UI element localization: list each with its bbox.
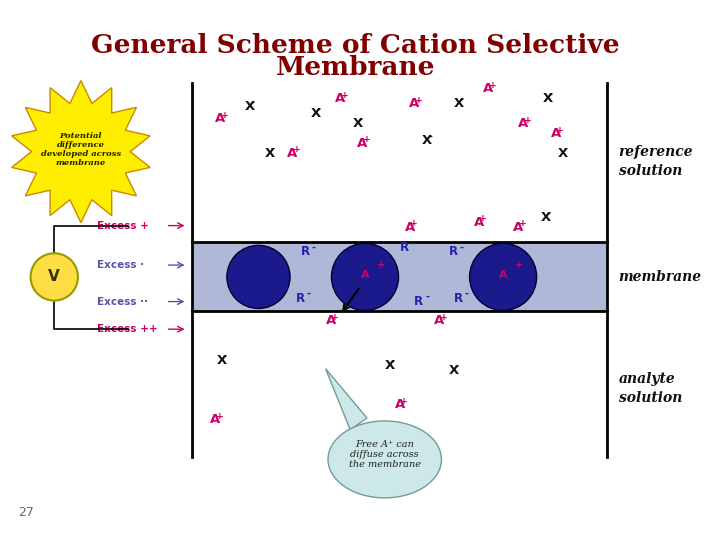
Text: X: X [354,117,364,130]
Text: -: - [410,238,415,248]
Text: R: R [454,292,463,305]
Text: +: + [557,126,564,134]
Text: -: - [251,99,254,108]
Text: -: - [223,353,227,361]
Text: X: X [245,100,255,113]
Text: Excess ·: Excess · [96,260,144,270]
Text: +: + [331,313,339,322]
Text: -: - [459,96,464,105]
Text: Potential
difference
developed across
membrane: Potential difference developed across me… [41,132,121,167]
Polygon shape [12,80,150,222]
Text: X: X [449,363,459,376]
Circle shape [469,244,536,310]
Text: +: + [523,116,531,125]
Text: -: - [307,289,311,299]
Text: A: A [357,137,367,150]
Text: A: A [287,146,297,159]
Text: +: + [363,136,371,145]
Text: +: + [489,81,497,90]
Text: X: X [543,92,553,105]
Text: +: + [400,397,408,406]
Text: membrane: membrane [618,270,702,284]
Text: A: A [434,314,444,327]
Polygon shape [325,369,367,430]
Text: -: - [464,289,469,299]
Text: -: - [317,106,320,115]
Text: Free A⁺ can
diffuse across
the membrane: Free A⁺ can diffuse across the membrane [348,440,420,469]
Text: -: - [459,242,464,252]
Circle shape [331,244,399,310]
Text: X: X [217,354,228,367]
Text: A: A [325,314,336,327]
Text: X: X [422,134,433,147]
Circle shape [30,253,78,301]
Text: -: - [549,91,552,100]
Text: -: - [563,145,567,154]
Text: R: R [301,245,310,258]
Text: R: R [296,292,305,305]
Text: X: X [384,359,395,372]
Text: +: + [410,219,418,228]
Text: General Scheme of Cation Selective: General Scheme of Cation Selective [91,33,619,58]
Text: A: A [395,398,405,411]
Text: A: A [499,270,508,280]
Text: A: A [215,112,225,125]
Text: +: + [293,145,301,154]
Text: -: - [390,357,395,367]
Text: X: X [541,211,551,224]
Text: +: + [515,260,523,270]
Text: +: + [216,411,224,421]
Text: R: R [414,294,423,307]
Text: A: A [410,97,420,110]
Text: +: + [519,219,526,228]
Text: A: A [474,215,484,228]
Text: -: - [546,210,550,219]
Text: -: - [359,116,363,125]
Text: R: R [449,245,458,258]
Text: X: X [264,146,274,159]
Text: Excess +: Excess + [96,221,148,231]
Text: -: - [312,242,316,252]
Text: X: X [454,97,464,110]
Text: V: V [48,269,60,285]
Text: A: A [551,127,561,140]
Text: R: R [400,241,409,254]
Text: A: A [513,220,523,233]
Text: A: A [361,270,369,280]
Text: -: - [426,292,429,302]
Ellipse shape [328,421,441,498]
Text: +: + [221,111,229,120]
Text: X: X [311,107,321,120]
Text: A: A [405,220,415,233]
Text: +: + [377,260,385,270]
Text: +: + [480,214,487,224]
Text: +: + [341,91,349,100]
Text: +: + [440,313,448,322]
Text: A: A [483,83,494,96]
Text: analyte
solution: analyte solution [618,372,682,404]
Text: -: - [454,362,459,372]
Text: +: + [415,96,423,105]
Text: A: A [210,413,220,426]
Text: X: X [557,146,567,159]
Text: A: A [518,117,528,130]
Text: reference
solution: reference solution [618,145,693,178]
Text: A: A [336,92,346,105]
Text: -: - [270,145,274,154]
Text: Excess ++: Excess ++ [96,324,157,334]
Text: Membrane: Membrane [275,55,435,80]
Circle shape [227,245,290,308]
Bar [192,242,607,312]
Text: 27: 27 [18,505,34,518]
Text: -: - [428,132,432,141]
Text: Excess ··: Excess ·· [96,296,148,307]
